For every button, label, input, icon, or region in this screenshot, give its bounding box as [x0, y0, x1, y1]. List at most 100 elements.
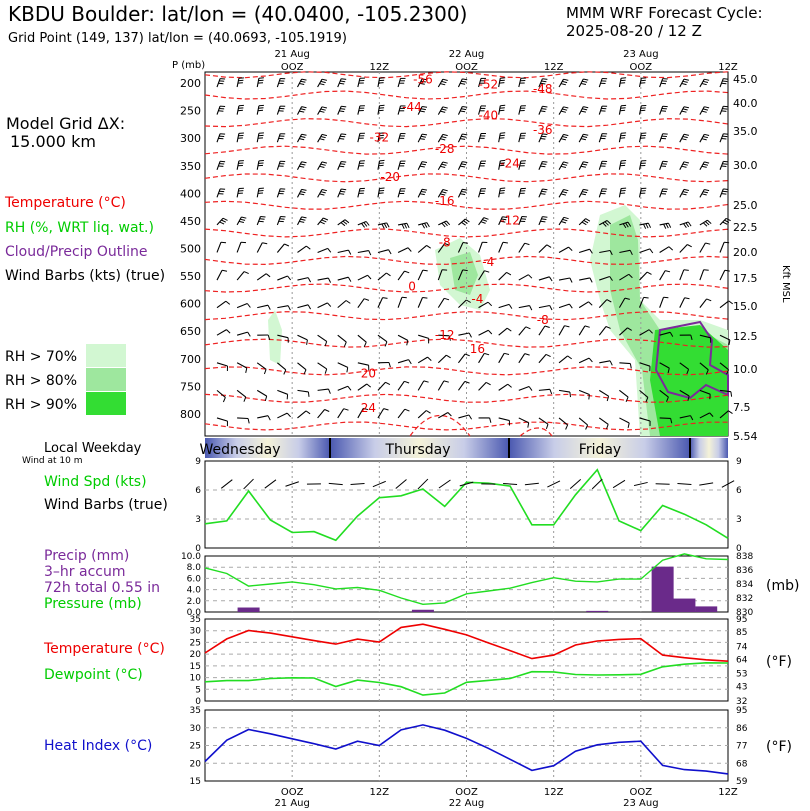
wind-barb: [216, 241, 227, 253]
wind-barb: [357, 334, 367, 348]
wind-barb: [397, 133, 406, 143]
wind-barb: [659, 331, 674, 337]
isotherm-label-3: -44: [402, 100, 422, 114]
wind-barb: [337, 188, 347, 198]
grid-point-subtitle: Grid Point (149, 137) lat/lon = (40.0693…: [8, 31, 347, 46]
wind-barb: [276, 216, 286, 226]
wind-barb: [357, 220, 370, 228]
heat-panel-y2tick-0: 59: [736, 777, 748, 787]
wind-barb: [397, 247, 412, 253]
bottom-time-3: 12Z: [544, 787, 564, 798]
wind-barb: [277, 275, 291, 281]
wind-barb: [417, 78, 428, 88]
wind-barb: [357, 160, 365, 170]
wind-barb: [518, 417, 530, 428]
wind-barb: [699, 219, 712, 227]
wind-barb: [578, 78, 589, 88]
wind-barb: [397, 270, 410, 281]
wind-barb: [598, 389, 610, 402]
wind-barb: [317, 161, 328, 171]
wind-barb: [237, 417, 250, 424]
bottom-date-0: 21 Aug: [274, 798, 309, 809]
wind-barb: [457, 133, 468, 143]
wind-barb: [699, 269, 709, 281]
pressure-tick-750: 750: [180, 380, 201, 393]
wind-barb: [236, 104, 244, 115]
wind-barb: [397, 105, 406, 115]
wind-barb: [578, 133, 589, 143]
wind-barb: [699, 362, 709, 375]
wind-barb: [518, 160, 526, 170]
precip-panel-y2tick-0: 830: [736, 608, 753, 618]
isotherm-label-4: -40: [478, 108, 498, 122]
wind-barb: [638, 105, 647, 115]
wind-barb: [638, 132, 647, 143]
wind-barb: [558, 161, 569, 171]
wind-barb: [296, 188, 307, 198]
wind-barb: [277, 362, 287, 375]
wind-barb: [679, 415, 694, 421]
wind-barb: [578, 357, 593, 364]
weekday-label-2: Friday: [579, 442, 621, 458]
grid-spacing-label: Model Grid ΔX:: [6, 114, 126, 133]
isotherm-label-8: -24: [500, 156, 520, 170]
wind-barb: [437, 161, 448, 171]
wind-barb: [357, 77, 365, 88]
wind-barb: [639, 389, 649, 403]
wind-barb: [417, 106, 428, 115]
temp-panel-y2tick-3: 64: [736, 655, 748, 665]
wind-barb: [276, 188, 286, 198]
wind-barb: [679, 78, 690, 88]
wind-barb: [337, 362, 349, 373]
wind-barb: [438, 220, 451, 228]
wind-barb: [679, 106, 690, 115]
pressure-axis-title: P (mb): [172, 60, 205, 71]
wind-barb: [639, 362, 651, 372]
precip-bar-22: [673, 598, 696, 612]
bottom-time-0: OOZ: [281, 787, 304, 798]
wind-barb: [618, 297, 630, 308]
wind-barb: [699, 133, 710, 143]
wind-height-label: Wind at 10 m: [22, 456, 83, 466]
wind-barb: [619, 249, 633, 256]
wind-barb: [538, 216, 548, 226]
wind-barb: [337, 105, 347, 115]
wind-barb: [216, 329, 231, 336]
wind-barb: [377, 334, 388, 347]
top-time-4: OOZ: [630, 62, 653, 73]
pressure-tick-600: 600: [180, 298, 201, 311]
wind-barb: [377, 361, 391, 368]
wind-barb: [236, 160, 244, 170]
wind-barb: [236, 132, 244, 143]
wind-barb: [297, 362, 307, 375]
wind-barb: [538, 417, 549, 430]
wind-barb: [478, 381, 491, 391]
surface-wind-barb: [395, 479, 407, 489]
wind-barb: [256, 132, 264, 143]
pressure-tick-400: 400: [180, 187, 201, 200]
temp-panel-ytick-0: 0: [195, 697, 201, 707]
wind-barb: [619, 362, 632, 369]
wind-barb: [518, 77, 526, 88]
wind-barb: [498, 303, 513, 309]
isotherm-line-surface-2: [519, 427, 553, 437]
wind-barb: [699, 334, 712, 343]
wind-barb: [478, 105, 487, 115]
wind-barb: [438, 334, 451, 341]
temperature-label: Temperature (°C): [44, 641, 165, 657]
wind-barb: [377, 297, 388, 308]
wind-barb: [498, 216, 508, 226]
wind-barb: [377, 249, 392, 255]
precip-panel-y2tick-3: 836: [736, 566, 753, 576]
wind-barb: [256, 104, 264, 115]
isotherm-label-20: 24: [361, 401, 376, 415]
wind-barb: [397, 188, 406, 198]
wind-barb: [699, 189, 710, 198]
wind-barbs-label: Wind Barbs (true): [44, 497, 168, 513]
wind-barb: [377, 222, 390, 229]
wind-barb: [357, 250, 372, 256]
wind-barb: [256, 160, 264, 170]
wind-barb: [719, 78, 729, 88]
wind-barb: [639, 222, 652, 229]
wind-barb: [317, 277, 332, 283]
